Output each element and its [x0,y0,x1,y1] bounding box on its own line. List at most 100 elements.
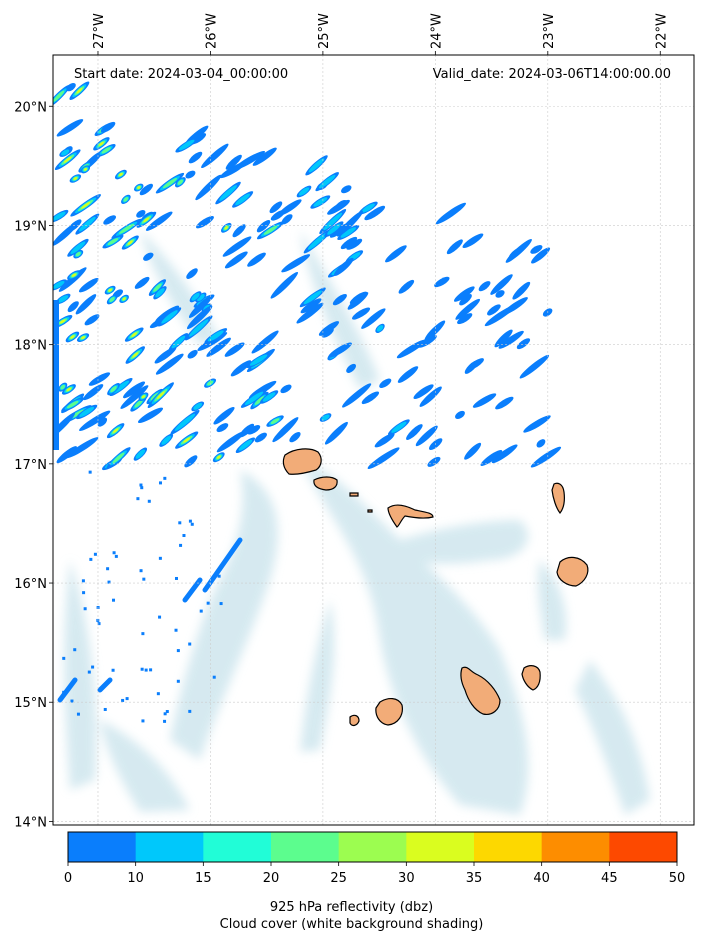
colorbar-tick-label: 15 [195,871,212,886]
reflectivity-field [53,81,562,723]
reflectivity-cell [281,254,311,273]
reflectivity-cell [352,307,371,320]
reflectivity-speck [174,576,178,580]
reflectivity-cell [256,220,271,233]
reflectivity-cell [175,137,198,153]
reflectivity-cell [53,209,69,223]
reflectivity-cell [289,432,301,443]
island-boa-vista [556,556,589,587]
reflectivity-cell [184,315,213,341]
reflectivity-cell [119,294,129,304]
reflectivity-cell [250,391,269,410]
reflectivity-cell [232,191,254,208]
reflectivity-cell [121,235,139,250]
reflectivity-cell [367,447,400,469]
reflectivity-cell [56,119,84,137]
reflectivity-cell [434,276,450,288]
reflectivity-cell [296,185,312,198]
lat-tick-label: 16°N [14,577,47,592]
reflectivity-cell [296,302,324,324]
reflectivity-cell [133,447,148,461]
lon-tick-label: 22°W [654,13,669,49]
reflectivity-cell [66,437,99,459]
reflectivity-cell [76,333,90,343]
reflectivity-speck [149,668,153,672]
reflectivity-speck [147,499,151,503]
reflectivity-cell [225,154,242,170]
reflectivity-speck [141,632,145,636]
colorbar-segment [135,832,204,862]
reflectivity-cell [80,165,91,174]
reflectivity-cell [75,213,100,235]
reflectivity-cell [125,346,145,364]
reflectivity-cell [478,281,491,292]
reflectivity-cell [334,199,347,211]
island-sal [551,482,565,514]
colorbar-segment [68,832,137,862]
reflectivity-cell [224,342,245,357]
reflectivity-cell [76,404,98,420]
colorbar-segment [338,832,407,862]
reflectivity-cell [252,147,277,166]
reflectivity-speck [176,679,180,683]
reflectivity-cell [233,150,266,170]
start-date-label: Start date: 2024-03-04_00:00:00 [74,67,288,82]
reflectivity-speck [114,554,118,558]
reflectivity-cell [175,431,199,449]
reflectivity-cell [215,181,241,205]
lon-tick-label: 26°W [204,13,219,49]
reflectivity-speck [165,710,169,714]
reflectivity-cell [53,279,67,291]
reflectivity-cell [189,291,202,303]
reflectivity-speck [140,667,144,671]
reflectivity-cell [415,425,438,447]
reflectivity-cell [195,174,222,201]
reflectivity-speck [163,719,167,723]
reflectivity-cell [491,444,518,464]
reflectivity-speck [144,668,148,672]
reflectivity-speck [83,607,87,611]
reflectivity-cell [530,245,543,254]
reflectivity-speck [62,656,66,660]
valid-date-label: Valid_date: 2024-03-06T14:00:00.00 [433,67,671,82]
reflectivity-cell [88,372,111,386]
reflectivity-cell [494,329,513,348]
reflectivity-cell [137,407,164,424]
reflectivity-cell [419,386,442,407]
map-frame [52,54,695,826]
reflectivity-cell [424,320,446,341]
reflectivity-cell [464,442,482,460]
reflectivity-speck [190,522,194,526]
colorbar-tick-label: 25 [330,871,347,886]
reflectivity-cell [523,415,551,433]
reflectivity-speck [70,699,74,703]
island-sao-vicente [313,476,338,491]
reflectivity-cell [453,286,475,302]
reflectivity-cell [246,352,272,369]
reflectivity-cell [427,456,441,467]
reflectivity-cell [336,210,364,237]
reflectivity-speck [156,692,160,696]
reflectivity-cell [531,247,551,264]
lat-tick-label: 19°N [14,219,47,234]
reflectivity-speck [112,598,116,602]
reflectivity-cell [235,437,256,453]
reflectivity-speck [178,521,182,525]
reflectivity-speck [199,609,203,613]
reflectivity-cell [67,301,79,313]
reflectivity-cell [106,423,125,439]
reflectivity-speck [91,665,95,669]
reflectivity-cell [188,151,203,164]
reflectivity-cell [106,294,118,305]
reflectivity-cell [358,201,378,215]
reflectivity-cell [75,294,97,315]
reflectivity-cell [397,366,419,383]
lat-tick-label: 18°N [14,339,47,354]
cloud-cover-shading [64,230,650,815]
reflectivity-speck [158,481,162,485]
reflectivity-cell [361,308,386,329]
reflectivity-speck [89,557,93,561]
lat-tick-label: 20°N [14,100,47,115]
reflectivity-cell [114,169,127,180]
reflectivity-cell [188,295,213,318]
